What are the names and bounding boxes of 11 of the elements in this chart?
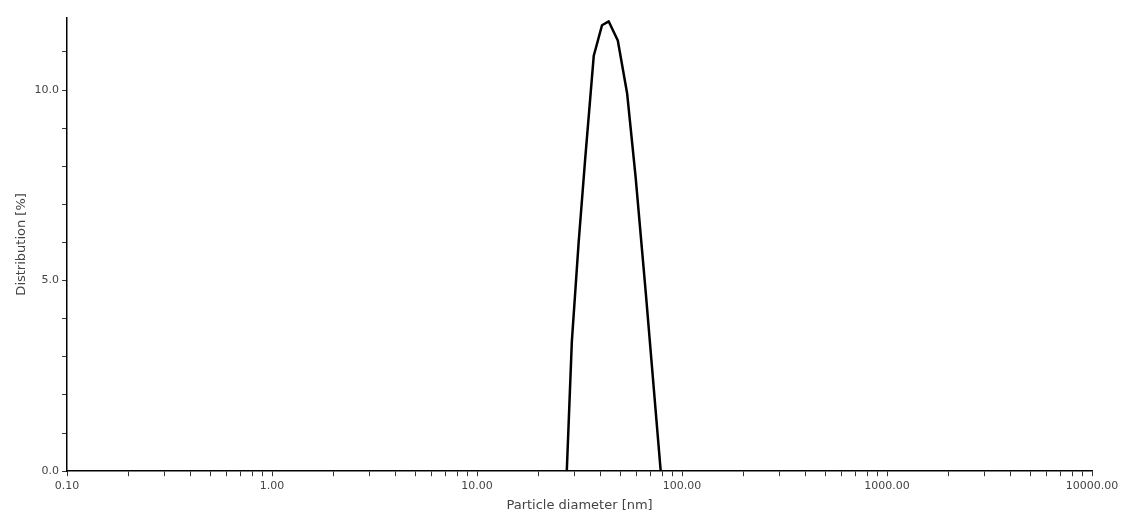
x-tick-label: 10.00 — [461, 478, 493, 492]
y-tick-label: 5.0 — [41, 273, 60, 287]
y-tick-label: 10.0 — [34, 82, 60, 96]
x-tick-label: 10000.00 — [1065, 478, 1119, 492]
x-tick-label: 100.00 — [662, 478, 702, 492]
y-tick-label: 0.0 — [41, 464, 60, 478]
x-axis-title: Particle diameter [nm] — [506, 496, 653, 512]
x-tick-label: 1.00 — [259, 478, 285, 492]
y-axis-title: Distribution [%] — [13, 193, 29, 296]
x-tick-label: 0.10 — [54, 478, 80, 492]
x-tick-label: 1000.00 — [864, 478, 910, 492]
